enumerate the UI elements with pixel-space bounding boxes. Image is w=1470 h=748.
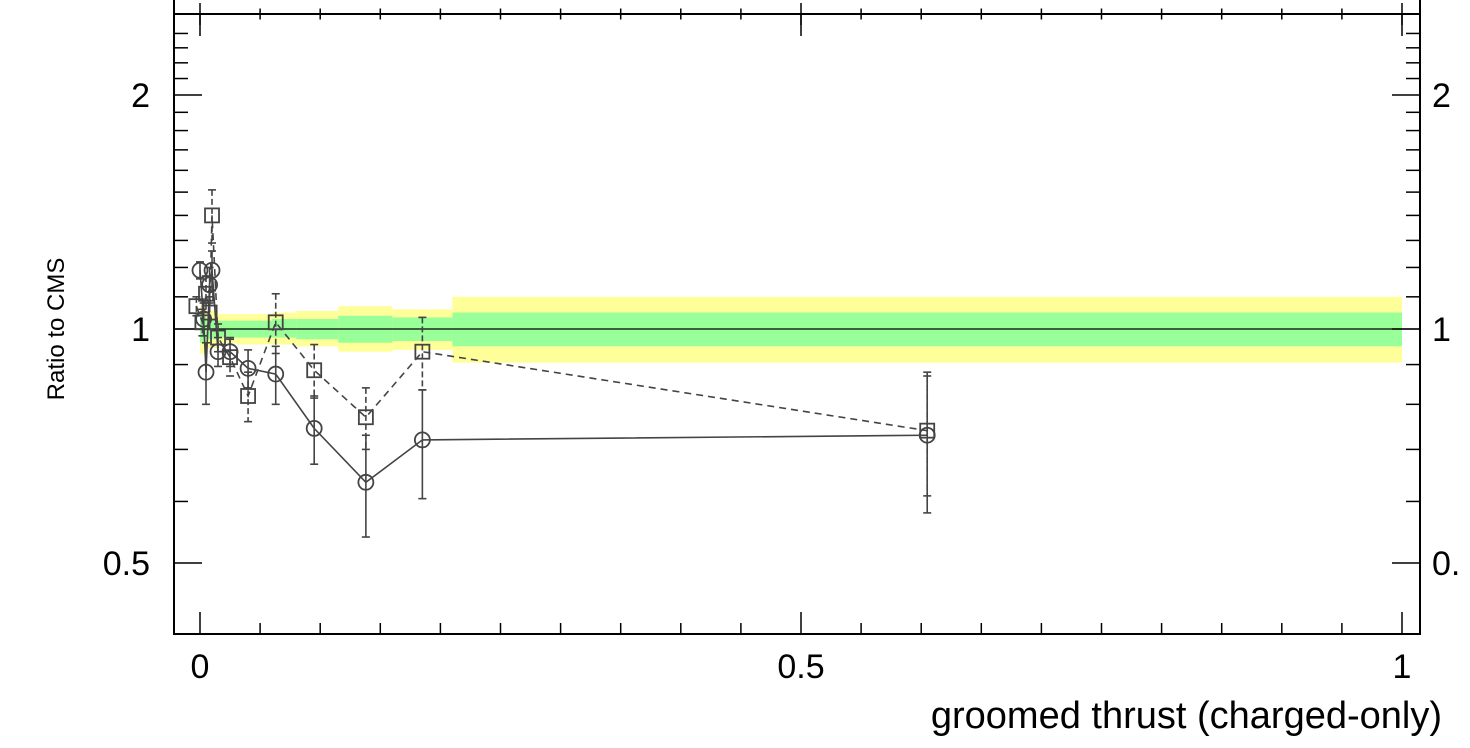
x-tick-label-1: 0.5 (777, 648, 824, 686)
point-circle-10 (357, 473, 375, 491)
point-circle-11 (413, 431, 431, 449)
point-square-4 (204, 207, 220, 224)
point-square-12 (919, 422, 936, 439)
point-square-5 (210, 329, 226, 346)
series-square (188, 189, 936, 497)
point-circle-2 (197, 363, 215, 381)
y-axis-title: Ratio to CMS (43, 257, 70, 401)
point-circle-8 (267, 365, 285, 383)
x-axis-title: groomed thrust (charged-only) (930, 695, 1442, 737)
point-square-3 (201, 304, 218, 321)
point-square-7 (240, 388, 256, 404)
point-circle-4 (203, 261, 221, 279)
point-square-9 (306, 362, 323, 379)
y-tick-label-1: 1 (131, 311, 150, 349)
y-tick-label-2: 2 (131, 77, 150, 115)
tick-labels: 0 0.5 1 0.5 1 2 2 1 0. (103, 77, 1461, 686)
right-y-tick-label-2: 0. (1432, 545, 1460, 583)
point-square-6 (222, 349, 238, 366)
point-square-10 (357, 409, 374, 426)
point-circle-9 (305, 419, 323, 437)
right-y-tick-label-1: 1 (1432, 311, 1451, 349)
point-square-11 (414, 343, 431, 360)
x-tick-label-0: 0 (191, 648, 210, 686)
data-series (188, 189, 936, 538)
x-tick-label-2: 1 (1393, 648, 1412, 686)
uncertainty-bands (200, 296, 1402, 363)
point-circle-0 (191, 261, 209, 279)
series-circle (191, 250, 936, 538)
right-y-tick-label-0: 2 (1432, 77, 1451, 115)
point-square-2 (198, 285, 214, 302)
y-tick-label-0: 0.5 (103, 545, 150, 583)
band-inner-4 (272, 319, 297, 338)
point-square-8 (267, 314, 284, 331)
plot-frame (173, 0, 1421, 635)
